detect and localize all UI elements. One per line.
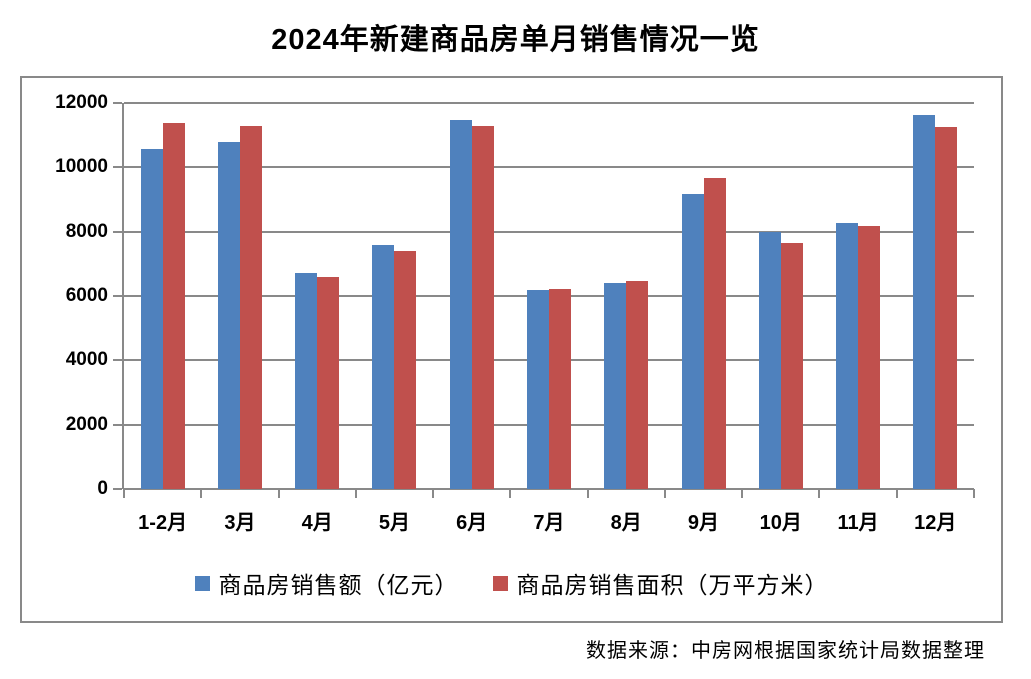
bar-group-3月 xyxy=(201,103,278,489)
x-axis-tick xyxy=(432,489,435,498)
bar-group-4月 xyxy=(279,103,356,489)
bar-group-7月 xyxy=(510,103,587,489)
y-axis-tick xyxy=(113,166,122,169)
bar-sales xyxy=(217,141,240,489)
y-tick-label: 10000 xyxy=(55,156,108,178)
bar-area xyxy=(780,243,803,489)
gridline xyxy=(124,166,974,169)
y-axis-line xyxy=(122,103,124,489)
bar-group-12月 xyxy=(897,103,974,489)
bar-group-6月 xyxy=(433,103,510,489)
x-tick-label: 3月 xyxy=(224,512,256,534)
y-tick-label: 8000 xyxy=(65,220,108,242)
y-axis-tick xyxy=(113,295,122,297)
x-tick-label: 5月 xyxy=(378,512,410,534)
chart-title: 2024年新建商品房单月销售情况一览 xyxy=(271,24,760,56)
y-tick-label: 12000 xyxy=(55,92,108,113)
bar-group-11月 xyxy=(819,103,896,489)
legend-swatch-area xyxy=(492,575,508,591)
source-note: 数据来源：中房网根据国家统计局数据整理 xyxy=(586,640,985,662)
bar-group-9月 xyxy=(665,103,742,489)
bar-sales xyxy=(913,115,936,489)
bar-sales xyxy=(758,232,781,489)
bar-sales xyxy=(604,283,627,489)
x-axis-tick xyxy=(509,489,512,498)
legend-label: 商品房销售额（亿元） xyxy=(218,573,459,598)
x-tick-label: 12月 xyxy=(914,512,957,534)
x-axis-tick xyxy=(123,489,125,498)
x-axis-tick xyxy=(663,489,666,498)
x-tick-label: 11月 xyxy=(837,512,879,534)
x-tick-label: 6月 xyxy=(456,512,488,534)
y-axis-tick xyxy=(113,230,122,233)
legend: 商品房销售额（亿元） 商品房销售面积（万平方米） xyxy=(22,566,1001,600)
y-axis-tick xyxy=(113,359,122,362)
chart-frame: 0 2000 4000 6000 8000 10000 12000 1-2月 3月 4月 5月 6月… xyxy=(20,76,1003,623)
plot-area xyxy=(113,102,975,498)
legend-item: 商品房销售面积（万平方米） xyxy=(492,566,829,600)
x-axis-tick xyxy=(741,489,744,498)
x-tick-label: 8月 xyxy=(610,512,642,534)
x-tick-label: 4月 xyxy=(301,512,333,534)
bar-group-8月 xyxy=(588,103,665,489)
x-axis-tick xyxy=(895,489,898,498)
gridline xyxy=(124,230,974,233)
legend-label: 商品房销售面积（万平方米） xyxy=(516,573,829,598)
bar-sales xyxy=(372,244,395,489)
bar-area xyxy=(858,225,881,489)
legend-item: 商品房销售额（亿元） xyxy=(194,566,459,600)
y-axis-tick xyxy=(113,423,122,426)
bar-area xyxy=(548,288,571,489)
bar-sales xyxy=(526,289,549,489)
bar-sales xyxy=(295,273,318,489)
x-axis-tick xyxy=(818,489,821,498)
bar-sales xyxy=(681,194,704,489)
bar-area xyxy=(394,251,417,489)
x-axis-tick xyxy=(973,489,975,498)
bar-group-1-2月 xyxy=(124,103,201,489)
bar-area xyxy=(239,125,262,489)
bar-group-10月 xyxy=(742,103,819,489)
x-axis-line xyxy=(124,488,974,490)
x-axis-labels: 1-2月 3月 4月 5月 6月 7月 8月 9月 10月 11月 12月 xyxy=(124,506,974,535)
y-tick-label: 2000 xyxy=(65,413,108,435)
bar-sales xyxy=(140,149,163,489)
y-axis-labels: 0 2000 4000 6000 8000 10000 12000 xyxy=(22,92,108,499)
bar-area xyxy=(703,177,726,489)
x-tick-label: 10月 xyxy=(759,512,802,534)
x-axis-tick xyxy=(277,489,280,498)
bar-area xyxy=(935,126,958,489)
legend-swatch-sales xyxy=(194,575,210,591)
gridline xyxy=(124,102,974,104)
y-axis-tick xyxy=(113,488,122,490)
y-axis-tick xyxy=(113,102,122,104)
x-tick-label: 1-2月 xyxy=(138,512,188,534)
y-tick-label: 6000 xyxy=(65,285,108,306)
bar-area xyxy=(162,123,185,489)
bar-sales xyxy=(836,222,859,489)
x-tick-label: 7月 xyxy=(533,512,565,534)
bar-area xyxy=(317,277,340,489)
x-axis-tick xyxy=(200,489,203,498)
bar-area xyxy=(626,281,649,489)
x-axis-tick xyxy=(354,489,357,498)
y-tick-label: 4000 xyxy=(65,349,108,371)
bar-sales xyxy=(449,120,472,489)
bar-group-5月 xyxy=(356,103,433,489)
y-tick-label: 0 xyxy=(97,478,108,499)
x-tick-label: 9月 xyxy=(687,512,720,534)
bar-area xyxy=(471,126,494,489)
x-axis-tick xyxy=(586,489,589,498)
